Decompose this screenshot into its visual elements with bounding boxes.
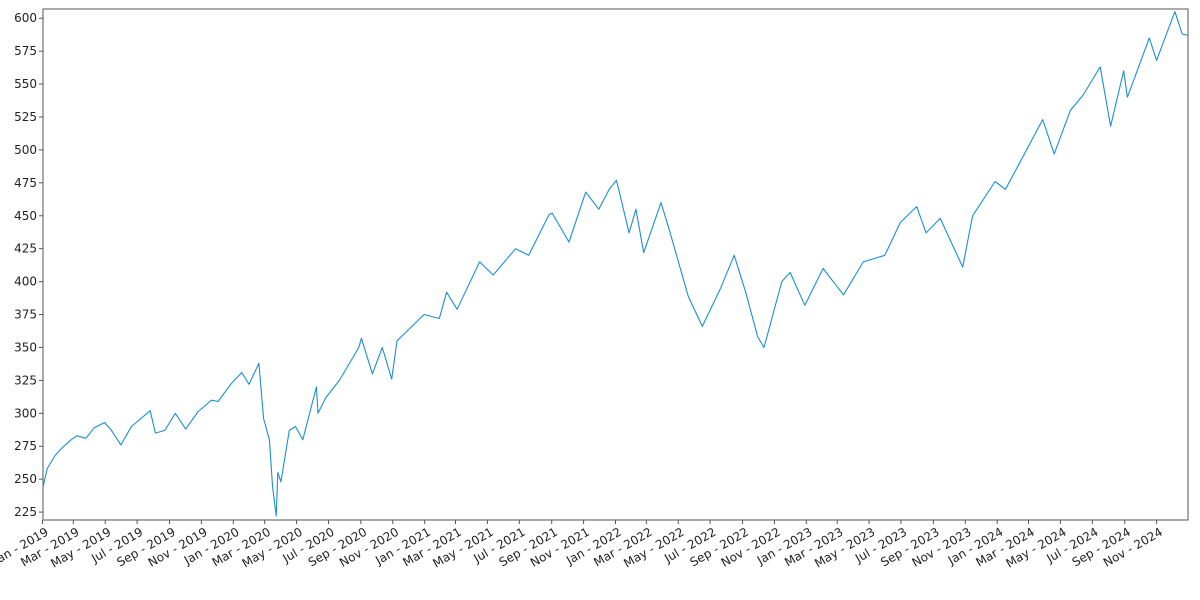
y-tick-label: 450 [14, 209, 37, 223]
y-tick-label: 300 [14, 406, 37, 420]
y-tick-label: 425 [14, 242, 37, 256]
y-tick-label: 400 [14, 275, 37, 289]
y-tick-label: 375 [14, 308, 37, 322]
y-tick-label: 500 [14, 143, 37, 157]
y-tick-label: 600 [14, 11, 37, 25]
y-tick-label: 575 [14, 44, 37, 58]
plot-frame [42, 8, 1189, 521]
price-series-line [42, 11, 1189, 517]
y-tick-label: 350 [14, 340, 37, 354]
y-tick-label: 525 [14, 110, 37, 124]
y-tick-label: 275 [14, 439, 37, 453]
y-tick-label: 475 [14, 176, 37, 190]
y-tick-label: 550 [14, 77, 37, 91]
y-tick-label: 225 [14, 505, 37, 519]
y-tick-label: 325 [14, 373, 37, 387]
y-axis: 225 250 275 300 325 350 375 400 425 450 475 500 525 5… [14, 11, 43, 519]
y-tick-label: 250 [14, 472, 37, 486]
